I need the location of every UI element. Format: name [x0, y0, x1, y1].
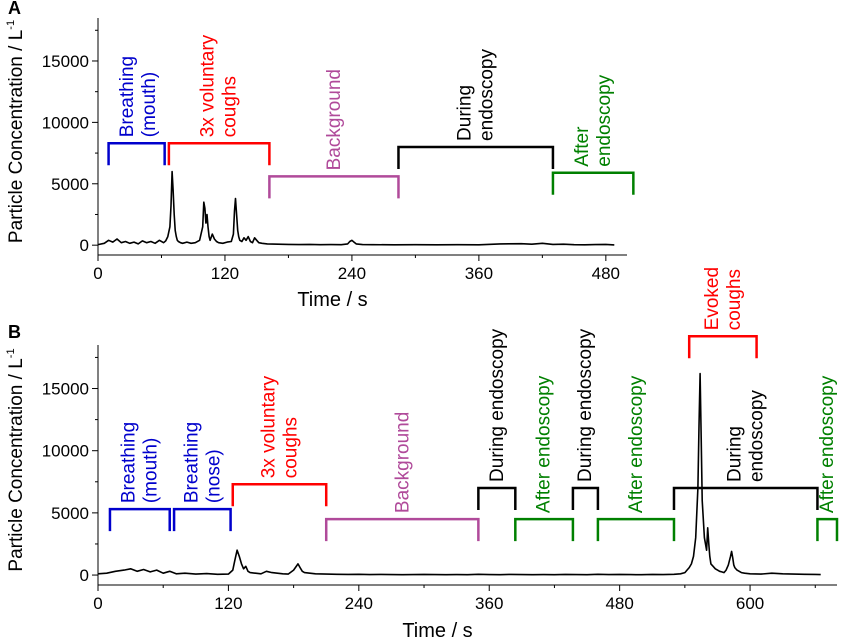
- annotation-label: coughs: [220, 76, 241, 137]
- x-tick-label: 120: [211, 264, 239, 283]
- y-tick-label: 5000: [51, 175, 89, 194]
- x-tick-label: 240: [345, 594, 373, 613]
- annotation-label: During: [725, 426, 746, 482]
- panel-a: A 0 120 240 360 480 0 5000 10000 15000 Time / s Par…: [5, 0, 635, 311]
- annotation-label: 3x voluntary: [258, 375, 279, 478]
- panel-label: B: [8, 322, 21, 342]
- panel-b: B 0 120 240 360 480 600 0 5000 10000 15000 Time / s…: [5, 267, 839, 642]
- annotation-label: coughs: [724, 269, 745, 330]
- annotation-label: Background: [324, 69, 345, 170]
- x-tick-label: 600: [736, 594, 764, 613]
- annotation-label: (nose): [203, 449, 224, 503]
- annotation-label: After endoscopy: [626, 375, 647, 513]
- y-axis-label-text: Particle Concentration / L: [6, 30, 27, 243]
- y-tick-label: 10000: [42, 442, 89, 461]
- annotation-label: Breathing: [118, 422, 139, 503]
- y-axis-label-text: Particle Concentration / L: [6, 358, 27, 571]
- annotation-label: coughs: [280, 417, 301, 478]
- x-tick-label: 360: [475, 594, 503, 613]
- annotation-bracket: [268, 175, 400, 199]
- x-tick-label: 120: [214, 594, 242, 613]
- panel-label: A: [8, 0, 21, 18]
- annotation-bracket: [571, 486, 600, 511]
- annotation-bracket: [596, 517, 676, 542]
- series-line: [97, 170, 615, 246]
- annotation-bracket: [231, 483, 328, 507]
- annotation-label: Background: [392, 412, 413, 513]
- y-tick-label: 10000: [42, 113, 89, 132]
- annotation-bracket: [816, 517, 839, 542]
- annotation-bracket: [514, 517, 575, 542]
- y-tick-label: 0: [80, 566, 89, 585]
- annotation-label: During endoscopy: [487, 328, 508, 482]
- y-axis-label: Particle Concentration / L-1: [5, 348, 27, 571]
- x-tick-label: 240: [338, 264, 366, 283]
- x-tick-label: 480: [592, 264, 620, 283]
- series-line: [97, 372, 821, 576]
- y-tick-label: 5000: [51, 504, 89, 523]
- annotation-label: Breathing: [181, 422, 202, 503]
- y-axis-label-superscript: -1: [5, 20, 17, 30]
- annotation-label: During endoscopy: [575, 328, 596, 482]
- annotation-bracket: [672, 486, 819, 511]
- annotation-label: (mouth): [139, 72, 160, 137]
- x-axis-label: Time / s: [402, 620, 472, 638]
- y-tick-label: 15000: [42, 380, 89, 399]
- annotation-label: During: [455, 85, 476, 141]
- annotation-label: endoscopy: [477, 49, 498, 141]
- annotation-bracket: [687, 335, 758, 359]
- x-tick-label: 0: [93, 594, 102, 613]
- annotation-label: Evoked: [702, 267, 723, 330]
- x-tick-label: 480: [605, 594, 633, 613]
- x-axis-label: Time / s: [297, 289, 367, 311]
- y-axis-label: Particle Concentration / L-1: [5, 20, 27, 243]
- annotation-bracket: [477, 486, 517, 511]
- y-axis-label-superscript: -1: [5, 348, 17, 358]
- y-tick-label: 15000: [42, 52, 89, 71]
- annotation-label: After endoscopy: [534, 375, 555, 513]
- annotation-bracket: [108, 507, 171, 532]
- annotation-label: After endoscopy: [817, 375, 838, 513]
- x-tick-label: 360: [465, 264, 493, 283]
- annotation-label: 3x voluntary: [198, 34, 219, 137]
- annotation-label: After: [572, 126, 593, 167]
- annotation-bracket: [397, 145, 555, 169]
- y-tick-label: 0: [80, 236, 89, 255]
- annotation-bracket: [324, 517, 480, 542]
- annotation-bracket: [551, 171, 635, 195]
- annotation-bracket: [172, 507, 232, 532]
- annotation-bracket: [107, 142, 166, 166]
- x-tick-label: 0: [93, 264, 102, 283]
- annotation-label: endoscopy: [594, 74, 615, 166]
- annotation-label: endoscopy: [747, 390, 768, 482]
- annotation-bracket: [167, 142, 271, 166]
- annotation-label: (mouth): [140, 438, 161, 503]
- annotation-label: Breathing: [117, 56, 138, 137]
